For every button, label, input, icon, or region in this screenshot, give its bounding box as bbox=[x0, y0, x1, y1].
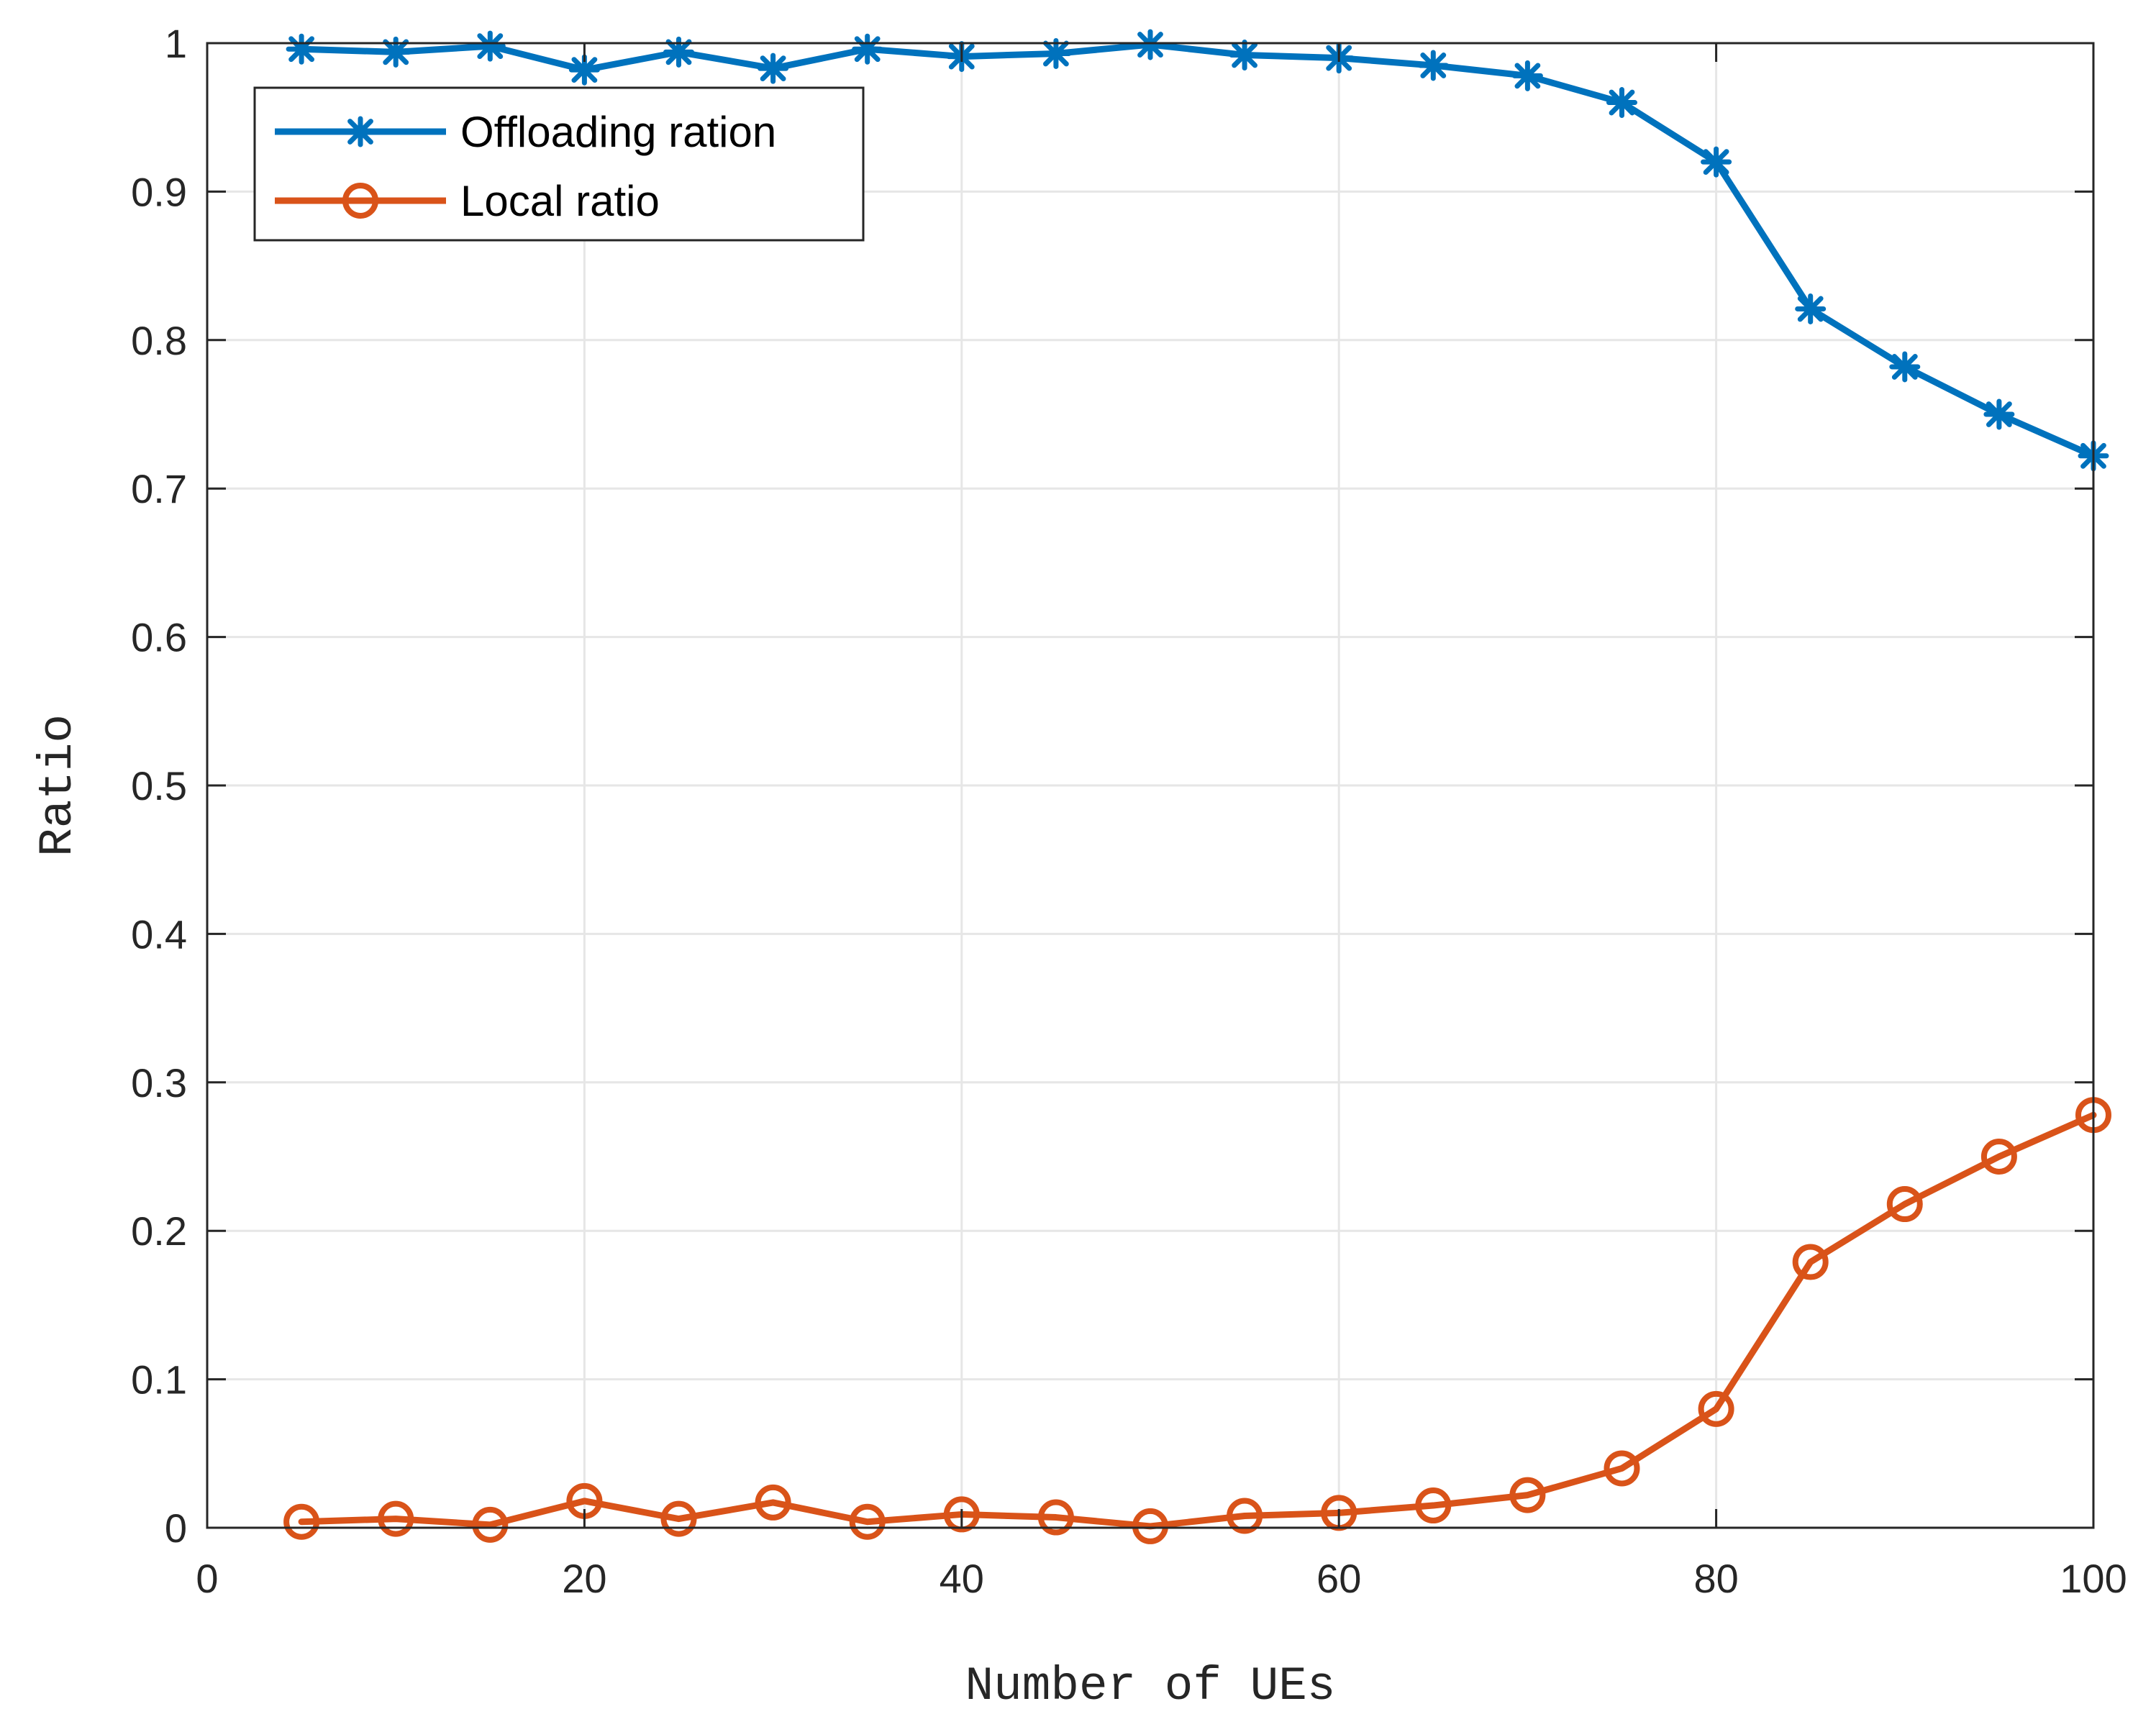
x-tick-label: 20 bbox=[562, 1556, 606, 1601]
y-tick-label: 0.6 bbox=[131, 615, 187, 660]
x-tick-label: 60 bbox=[1316, 1556, 1361, 1601]
data-point-marker bbox=[1037, 1499, 1074, 1536]
y-tick-label: 0.1 bbox=[131, 1357, 187, 1403]
series-group bbox=[283, 29, 2111, 1544]
data-point-marker bbox=[568, 54, 600, 86]
legend-label: Offloading ration bbox=[460, 108, 776, 156]
data-point-marker bbox=[1792, 1244, 1829, 1280]
data-point-marker bbox=[660, 1500, 697, 1537]
data-point-marker bbox=[378, 1500, 414, 1537]
data-point-marker bbox=[472, 1506, 509, 1543]
legend-marker bbox=[342, 183, 378, 219]
data-point-marker bbox=[943, 1496, 980, 1533]
y-tick-label: 0.3 bbox=[131, 1060, 187, 1106]
data-point-marker bbox=[1701, 146, 1732, 178]
data-point-marker bbox=[1134, 29, 1166, 60]
y-tick-label: 0.8 bbox=[131, 318, 187, 363]
data-point-marker bbox=[286, 33, 317, 65]
y-tick-label: 0.5 bbox=[131, 763, 187, 808]
y-tick-label: 0.4 bbox=[131, 911, 187, 957]
x-tick-label: 100 bbox=[2060, 1556, 2127, 1601]
data-point-marker bbox=[849, 1503, 886, 1540]
y-axis-label: Ratio bbox=[31, 714, 85, 857]
y-tick-label: 0.2 bbox=[131, 1208, 187, 1254]
data-point-marker bbox=[1604, 1450, 1640, 1487]
data-point-marker bbox=[1983, 398, 2015, 430]
data-point-marker bbox=[1415, 1487, 1452, 1524]
data-point-marker bbox=[852, 33, 883, 65]
legend-label: Local ratio bbox=[460, 177, 660, 225]
legend: Offloading ration Local ratio bbox=[253, 86, 865, 242]
data-point-marker bbox=[1795, 293, 1827, 324]
data-point-marker bbox=[1509, 1477, 1546, 1513]
data-point-marker bbox=[1980, 1139, 2017, 1175]
data-point-marker bbox=[1698, 1390, 1734, 1427]
data-point-marker bbox=[755, 1484, 791, 1521]
data-point-marker bbox=[283, 1503, 320, 1540]
grid-lines bbox=[207, 43, 2093, 1528]
data-point-marker bbox=[1227, 1498, 1263, 1534]
data-point-marker bbox=[1606, 87, 1637, 119]
y-tick-label: 1 bbox=[165, 21, 187, 66]
data-point-marker bbox=[1040, 37, 1072, 69]
data-point-marker bbox=[1132, 1508, 1168, 1544]
x-tick-label: 40 bbox=[940, 1556, 984, 1601]
data-point-marker bbox=[1889, 351, 1921, 383]
y-tick-label: 0 bbox=[165, 1505, 187, 1551]
data-point-marker bbox=[1229, 40, 1260, 71]
x-tick-label: 80 bbox=[1693, 1556, 1738, 1601]
y-tick-labels: 0 0.1 0.2 0.3 0.4 0.5 0.6 0.7 0.8 0.9 1 bbox=[131, 21, 187, 1551]
data-point-marker bbox=[758, 53, 789, 84]
series-1 bbox=[286, 29, 2109, 472]
data-point-marker bbox=[1511, 60, 1543, 91]
legend-entry: Local ratio bbox=[275, 177, 660, 225]
legend-entry: Offloading ration bbox=[275, 108, 776, 156]
x-tick-labels: 0 20 40 60 80 100 bbox=[196, 1556, 2127, 1601]
x-tick-label: 0 bbox=[196, 1556, 218, 1601]
y-tick-label: 0.7 bbox=[131, 466, 187, 511]
x-axis-label: Number of UEs bbox=[965, 1659, 1336, 1709]
legend-marker bbox=[345, 116, 376, 147]
data-point-marker bbox=[1886, 1186, 1923, 1223]
data-point-marker bbox=[1417, 50, 1449, 81]
data-point-marker bbox=[474, 30, 506, 62]
series-line bbox=[298, 41, 2097, 460]
y-tick-label: 0.9 bbox=[131, 169, 187, 214]
tick-marks bbox=[206, 42, 2095, 1529]
